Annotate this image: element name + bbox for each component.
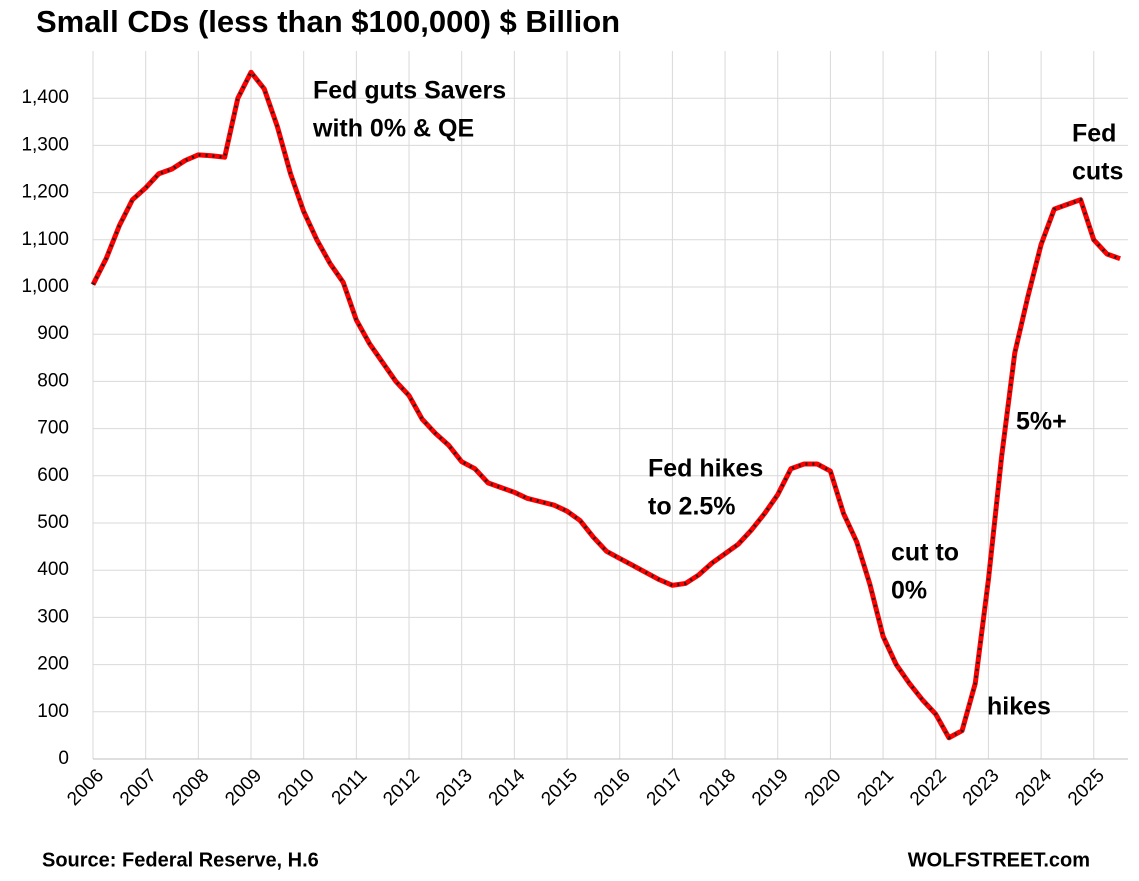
annotation: Fed hikes	[648, 455, 763, 483]
y-tick-label: 900	[37, 323, 69, 344]
annotation: cuts	[1072, 158, 1123, 186]
chart-title: Small CDs (less than $100,000) $ Billion	[36, 4, 620, 39]
x-tick-label: 2024	[1011, 765, 1056, 810]
y-tick-label: 400	[37, 559, 69, 580]
x-tick-label: 2007	[116, 765, 161, 810]
x-tick-label: 2009	[221, 765, 266, 810]
y-tick-label: 1,000	[21, 276, 69, 297]
y-tick-label: 600	[37, 465, 69, 486]
x-tick-label: 2012	[379, 765, 424, 810]
annotation: 5%+	[1016, 408, 1067, 436]
x-tick-label: 2011	[328, 765, 372, 809]
y-tick-label: 1,400	[21, 87, 69, 108]
y-tick-label: 1,300	[21, 134, 69, 155]
x-tick-label: 2016	[590, 765, 635, 810]
series-line	[90, 69, 1121, 741]
y-tick-label: 500	[37, 512, 69, 533]
x-tick-label: 2008	[169, 765, 214, 810]
annotation: Fed guts Savers	[313, 77, 506, 105]
x-tick-label: 2019	[748, 765, 793, 810]
x-tick-label: 2013	[432, 765, 477, 810]
x-tick-label: 2018	[695, 765, 740, 810]
annotation: to 2.5%	[648, 493, 736, 521]
x-tick-label: 2022	[906, 765, 951, 810]
annotation: cut to	[891, 539, 959, 567]
y-tick-label: 1,200	[21, 182, 69, 203]
y-tick-label: 200	[37, 654, 69, 675]
annotation: with 0% & QE	[312, 115, 474, 143]
y-tick-label: 100	[37, 701, 69, 722]
x-tick-label: 2017	[643, 765, 688, 810]
x-tick-label: 2006	[63, 765, 108, 810]
series-dots	[91, 69, 1121, 740]
credit: WOLFSTREET.com	[908, 849, 1090, 871]
y-tick-label: 300	[37, 606, 69, 627]
x-tick-label: 2025	[1064, 765, 1109, 810]
y-tick-label: 0	[58, 748, 69, 769]
annotation: hikes	[987, 693, 1051, 721]
annotation: Fed	[1072, 120, 1116, 148]
y-tick-label: 700	[37, 418, 69, 439]
x-tick-label: 2021	[853, 765, 898, 810]
y-tick-label: 800	[37, 370, 69, 391]
y-tick-label: 1,100	[21, 229, 69, 250]
x-tick-label: 2010	[274, 765, 319, 810]
x-tick-label: 2023	[959, 765, 1004, 810]
x-tick-label: 2014	[485, 765, 530, 810]
x-tick-label: 2015	[537, 765, 582, 810]
annotation: 0%	[891, 577, 927, 605]
source: Source: Federal Reserve, H.6	[42, 849, 319, 871]
x-tick-label: 2020	[801, 765, 846, 810]
